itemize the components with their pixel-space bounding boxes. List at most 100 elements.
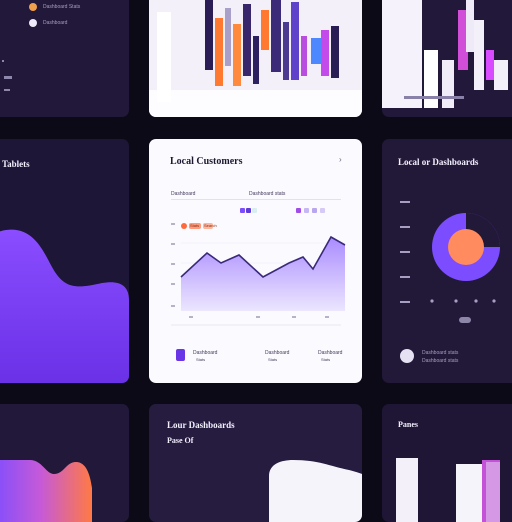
donut-inner <box>448 229 484 265</box>
bottom-right-bar-chart <box>396 458 500 522</box>
x-tick <box>492 299 496 303</box>
x-tick <box>325 316 329 318</box>
list-dash <box>400 301 410 303</box>
y-tick <box>171 223 175 225</box>
small-label <box>4 76 12 79</box>
legend-swatch-mint[interactable] <box>252 208 257 213</box>
bar <box>215 18 223 86</box>
bar <box>283 22 289 80</box>
bar <box>233 24 241 86</box>
bar <box>321 30 329 76</box>
white-status-icon <box>29 19 37 27</box>
bar <box>456 464 482 522</box>
bar <box>225 8 231 66</box>
footer-label-3: Dashboard <box>318 350 343 356</box>
footer-sub-3: Stats <box>321 357 331 362</box>
bar <box>261 10 269 50</box>
top-bar-chart <box>149 0 362 117</box>
right-card-title: Local or Dashboards <box>398 157 479 167</box>
y-tick <box>171 283 175 285</box>
orange-filter-icon[interactable] <box>181 223 187 229</box>
legend-swatch-lavender[interactable] <box>304 208 309 213</box>
chevron-right-icon[interactable]: › <box>339 155 342 164</box>
bar <box>494 60 508 90</box>
column-label-b: Dashboard stats <box>249 191 286 197</box>
footer-sub-2: Stats <box>268 357 278 362</box>
list-dash <box>400 201 410 203</box>
bar <box>253 36 259 84</box>
left-area-card: Tablets <box>0 139 129 383</box>
filter-chip-b[interactable]: Search <box>203 223 217 229</box>
purple-badge-icon[interactable] <box>176 349 185 361</box>
legend-swatch-magenta[interactable] <box>296 208 301 213</box>
y-tick <box>171 263 175 265</box>
divider <box>171 199 341 200</box>
series-line <box>180 235 346 278</box>
x-tick <box>474 299 478 303</box>
footer-sub-1: Stats <box>196 357 206 362</box>
top-center-chart-card <box>149 0 362 117</box>
bar <box>157 12 171 102</box>
bar <box>474 20 484 90</box>
top-right-bar-chart <box>382 0 508 108</box>
bar <box>382 0 422 108</box>
donut-chart <box>430 213 500 323</box>
bar <box>205 0 213 70</box>
x-tick <box>454 299 458 303</box>
top-right-chart-card <box>382 0 512 117</box>
bottom-center-shape <box>269 460 362 522</box>
small-marker <box>2 60 4 62</box>
top-left-card: Dashboard Stats Dashboard <box>0 0 129 117</box>
bottom-right-title: Panes <box>398 420 418 429</box>
pager-pill <box>459 317 471 323</box>
bar <box>466 0 474 52</box>
bottom-left-card <box>0 404 129 522</box>
x-tick <box>256 316 260 318</box>
legend-swatch-pale[interactable] <box>320 208 325 213</box>
bar <box>396 458 418 522</box>
bar <box>458 10 468 70</box>
legend-sub: Dashboard stats <box>422 358 459 364</box>
top-left-item-1[interactable]: Dashboard Stats <box>43 4 81 10</box>
footer-label-1: Dashboard <box>193 350 218 356</box>
legend-text: Dashboard stats <box>422 350 459 356</box>
bottom-right-card: Panes <box>382 404 512 522</box>
bar <box>243 4 251 76</box>
orange-status-icon <box>29 3 37 11</box>
left-card-title: Tablets <box>2 159 30 169</box>
bar <box>301 36 307 76</box>
bar <box>291 2 299 80</box>
bottom-center-card: Lour Dashboards Pase Of <box>149 404 362 522</box>
center-area-chart <box>171 223 346 326</box>
center-card-title: Local Customers <box>170 156 243 167</box>
center-dashboard-card: Local Customers › Dashboard Dashboard st… <box>149 139 362 383</box>
bar <box>486 50 494 80</box>
bar <box>331 26 339 78</box>
legend-swatch-purple[interactable] <box>240 208 245 213</box>
left-area-chart <box>0 229 129 383</box>
top-left-item-2[interactable]: Dashboard <box>43 20 68 26</box>
x-tick <box>430 299 434 303</box>
filter-chip-b-label: Search <box>204 223 217 228</box>
bottom-left-area-chart <box>0 460 92 522</box>
list-dash <box>400 276 410 278</box>
filter-chip-a[interactable]: Stats <box>189 223 201 229</box>
bar <box>424 50 438 108</box>
footer-label-2: Dashboard <box>265 350 290 356</box>
list-dash <box>400 251 410 253</box>
legend-swatch-lilac[interactable] <box>312 208 317 213</box>
right-donut-card: Local or Dashboards Dashboard stats Dash… <box>382 139 512 383</box>
x-tick <box>189 316 193 318</box>
area-fill <box>181 237 345 311</box>
bar <box>271 0 281 72</box>
small-line <box>4 89 10 91</box>
legend-avatar-icon[interactable] <box>400 349 414 363</box>
filter-chip-a-label: Stats <box>190 223 200 228</box>
y-tick <box>171 305 175 307</box>
bar <box>442 60 454 108</box>
column-label-a: Dashboard <box>171 191 196 197</box>
bottom-center-title: Lour Dashboards <box>167 420 235 430</box>
legend-swatch-violet[interactable] <box>246 208 251 213</box>
bottom-center-subtitle: Pase Of <box>167 436 194 445</box>
bar <box>311 38 321 64</box>
